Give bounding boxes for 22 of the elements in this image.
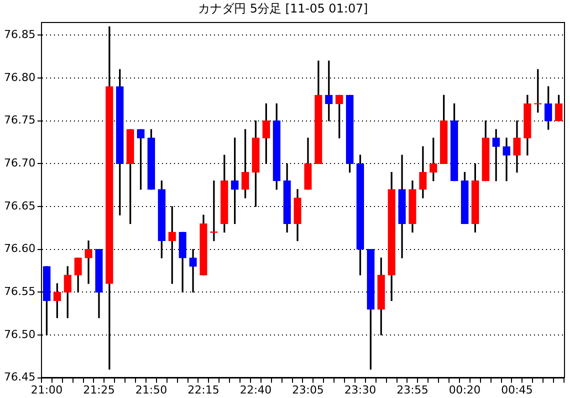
x-tick-label: 00:45	[501, 383, 533, 396]
y-tick-label: 76.70	[4, 156, 36, 170]
y-tick-label: 76.65	[4, 199, 36, 212]
y-tick-label: 76.50	[4, 328, 36, 341]
x-tick-label: 23:55	[396, 383, 428, 396]
y-tick-label: 76.55	[4, 285, 36, 298]
x-tick-label: 21:25	[83, 383, 115, 396]
candlestick	[502, 138, 510, 182]
y-tick-label: 76.60	[4, 242, 36, 256]
x-tick-label: 22:40	[240, 383, 272, 396]
x-tick-label: 23:05	[292, 383, 324, 396]
x-tick-label: 22:15	[188, 383, 220, 396]
x-tick-label: 21:50	[135, 383, 168, 396]
y-tick-label: 76.75	[4, 114, 36, 127]
chart-title: カナダ円 5分足 [11-05 01:07]	[198, 1, 368, 16]
y-tick-label: 76.80	[4, 70, 36, 84]
x-tick-label: 23:30	[344, 383, 376, 396]
y-tick-label: 76.85	[4, 28, 36, 42]
candlestick	[84, 240, 92, 284]
x-tick-label: 00:20	[448, 383, 481, 396]
y-tick-label: 76.45	[4, 370, 36, 384]
x-tick-label: 21:00	[30, 383, 63, 396]
